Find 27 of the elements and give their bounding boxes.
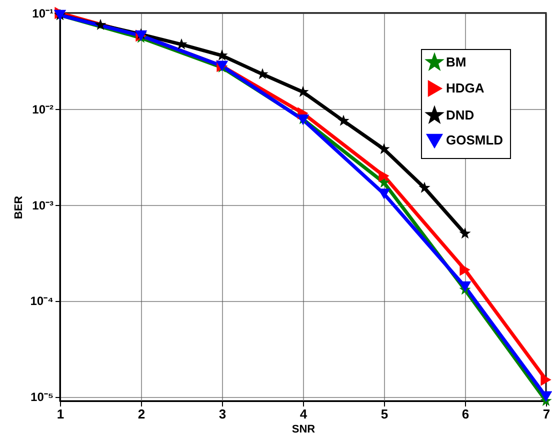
point xyxy=(94,18,106,30)
y-tick-label: 10⁻⁴ xyxy=(30,294,54,308)
point xyxy=(378,143,390,154)
x-tick-label: 3 xyxy=(218,406,226,422)
x-tick-label: 5 xyxy=(380,406,388,422)
y-axis-title: BER xyxy=(13,196,26,220)
legend-label: GOSMLD xyxy=(446,132,504,148)
legend-label: HDGA xyxy=(446,80,485,96)
x-tick-label: 6 xyxy=(462,406,470,422)
point xyxy=(418,182,430,193)
y-tick-label: 10⁻⁵ xyxy=(30,390,54,404)
point xyxy=(540,374,552,386)
legend-label: BM xyxy=(446,54,466,70)
x-tick-label: 1 xyxy=(56,406,64,422)
x-tick-label: 7 xyxy=(542,406,550,422)
y-tick-label: 10⁻² xyxy=(32,102,54,116)
point xyxy=(378,170,390,182)
legend-label: DND xyxy=(446,108,474,122)
y-tick-label: 10⁻¹ xyxy=(32,6,54,20)
point xyxy=(338,114,350,126)
x-tick-label: 2 xyxy=(138,406,146,422)
point xyxy=(459,228,471,239)
point xyxy=(540,391,552,402)
x-axis-title: SNR xyxy=(292,424,316,436)
x-tick-label: 4 xyxy=(300,406,308,422)
y-tick-label: 10⁻³ xyxy=(32,198,54,212)
point xyxy=(458,281,472,292)
